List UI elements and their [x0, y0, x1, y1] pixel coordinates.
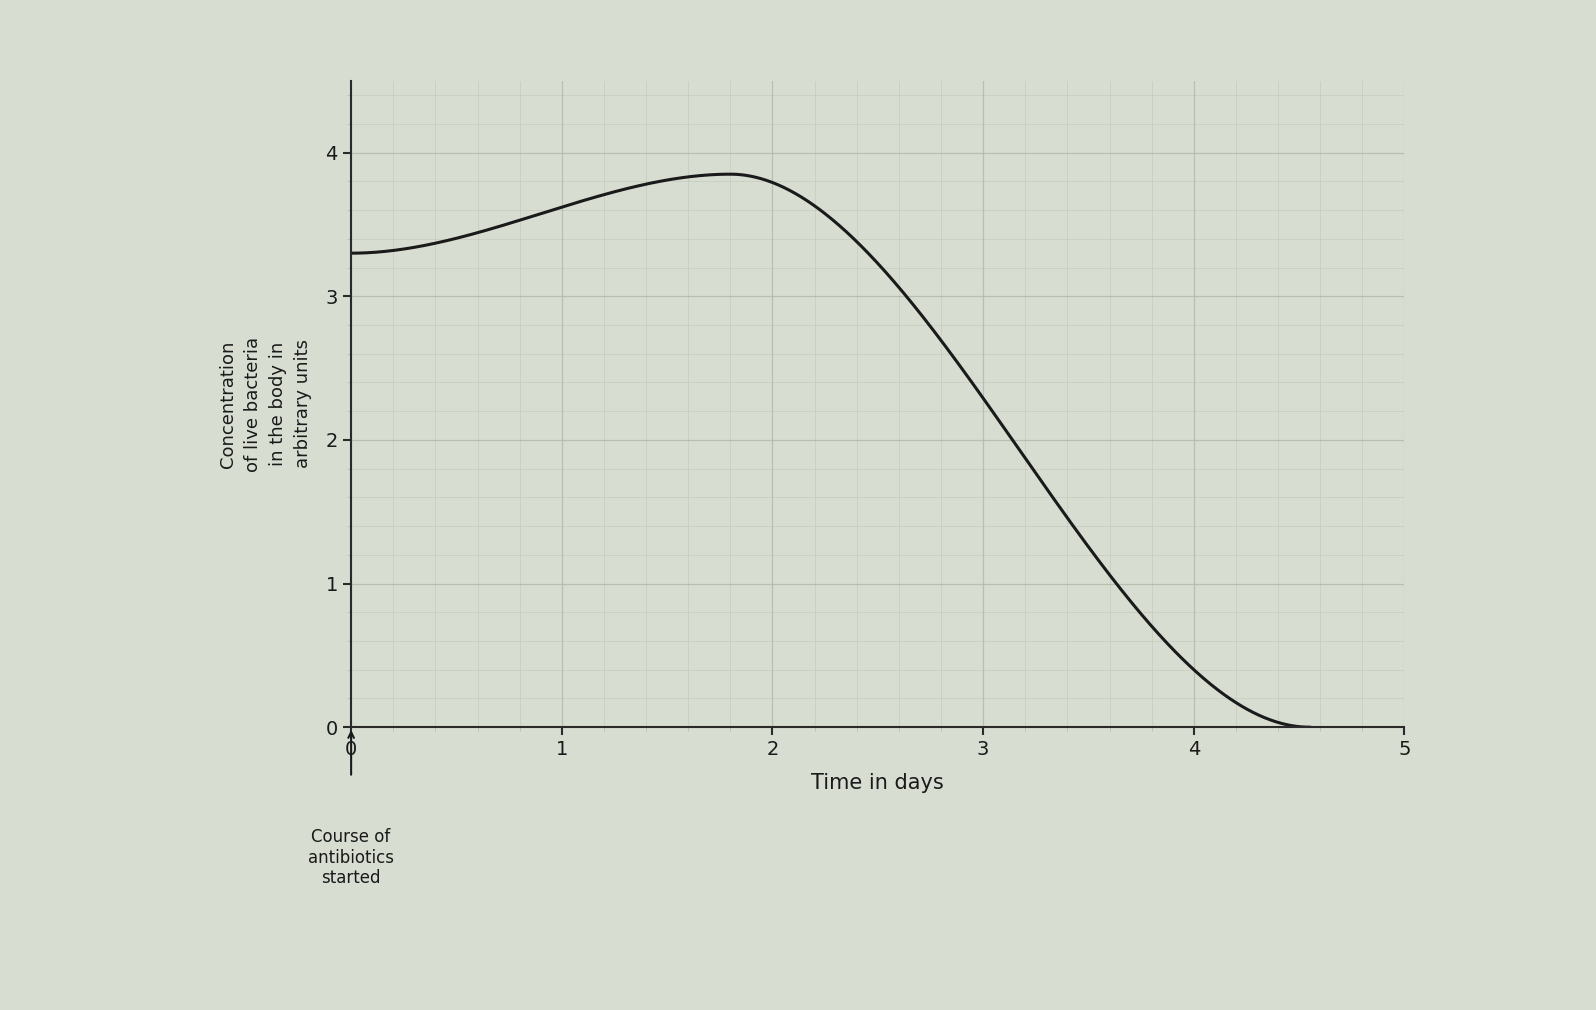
Text: Course of
antibiotics
started: Course of antibiotics started	[308, 828, 394, 888]
Y-axis label: Concentration
of live bacteria
in the body in
arbitrary units: Concentration of live bacteria in the bo…	[219, 336, 311, 472]
X-axis label: Time in days: Time in days	[811, 774, 945, 793]
